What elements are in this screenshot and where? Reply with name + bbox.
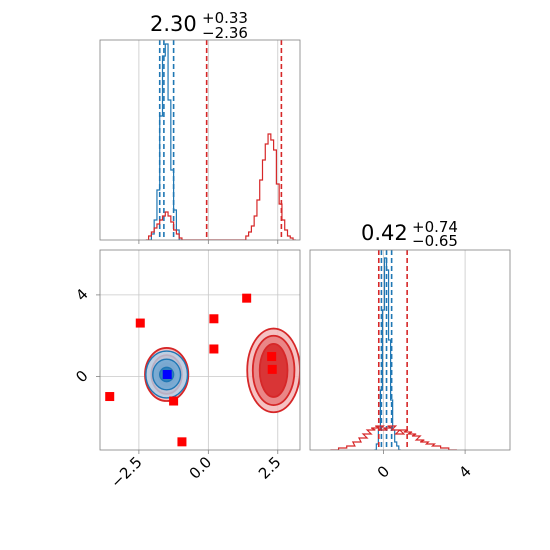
blue-param1-histogram: [148, 43, 182, 240]
joint-contour-panel: −2.5 0.0 2.5 0 4: [72, 249, 301, 492]
param1-histogram-grid: [138, 40, 279, 240]
param1-title-minus: −2.36: [202, 24, 248, 42]
red-square-marker-5: [209, 344, 219, 354]
param1-histogram-panel: [99, 39, 301, 244]
param1-title: 2.30: [150, 12, 197, 36]
param2-histogram-grid: [383, 250, 466, 450]
param2-title: 0.42: [361, 221, 408, 245]
blue-square-marker: [162, 369, 172, 379]
param2-histogram-data: [330, 250, 457, 450]
param2-title-median: 0.42: [361, 221, 408, 245]
param1-histogram-data: [145, 40, 296, 240]
param1-title-plus: +0.33: [202, 9, 248, 27]
red-square-marker-6: [242, 293, 252, 303]
red-square-marker-7: [267, 352, 277, 362]
red-square-marker-1: [135, 318, 145, 328]
joint-xtick-label-2: 2.5: [255, 453, 285, 483]
joint-frame: [99, 249, 301, 451]
param2-tick-label-1: 4: [455, 462, 474, 481]
red-square-marker-4: [209, 314, 219, 324]
red-square-marker-3: [177, 437, 187, 447]
param2-tick-label-0: 0: [374, 462, 393, 481]
joint-xtick-label-1: 0.0: [186, 453, 216, 483]
joint-xtick-label-0: −2.5: [107, 453, 145, 491]
red-param2-histogram: [330, 425, 457, 450]
param2-title-minus: −0.65: [412, 232, 458, 250]
joint-ytick-label-0: 0: [72, 367, 91, 386]
red-param1-histogram: [145, 133, 296, 240]
joint-ytick-label-1: 4: [72, 285, 91, 304]
red-square-marker-8: [267, 364, 277, 374]
param1-title-median: 2.30: [150, 12, 197, 36]
red-square-marker-2: [169, 396, 179, 406]
param2-title-plus: +0.74: [412, 218, 458, 236]
param1-histogram-frame: [99, 39, 301, 241]
joint-contour-data: [105, 293, 300, 447]
param2-histogram-frame: [309, 249, 511, 451]
param1-histogram-ticks: [138, 240, 279, 244]
red-square-marker-0: [105, 392, 115, 402]
